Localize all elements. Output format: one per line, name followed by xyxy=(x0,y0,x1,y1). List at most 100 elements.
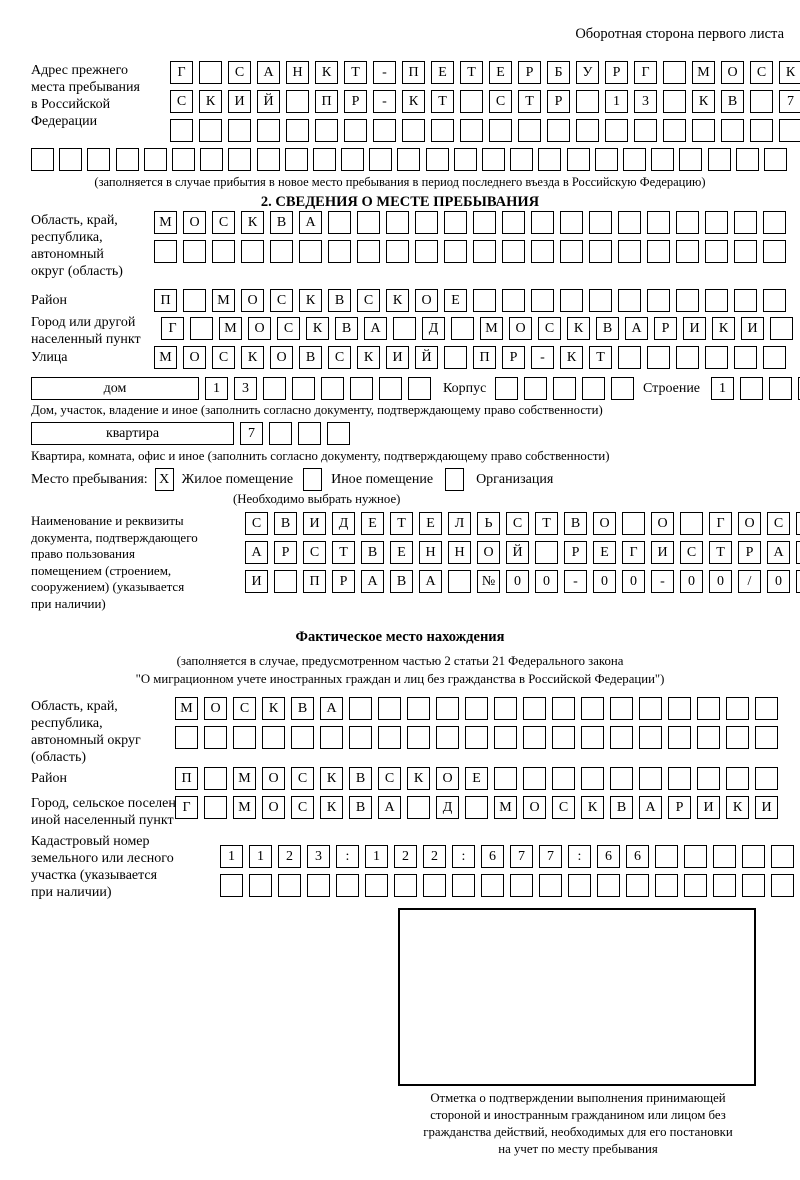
form-cell[interactable]: К xyxy=(241,346,264,369)
form-cell[interactable]: Й xyxy=(506,541,529,564)
form-cell[interactable]: Н xyxy=(448,541,471,564)
form-cell[interactable]: 6 xyxy=(481,845,504,868)
form-cell[interactable]: 0 xyxy=(796,570,800,593)
form-cell[interactable] xyxy=(705,240,728,263)
form-cell[interactable]: Р xyxy=(518,61,541,84)
form-cell[interactable] xyxy=(510,148,534,171)
form-cell[interactable]: В xyxy=(564,512,587,535)
form-cell[interactable] xyxy=(143,148,167,171)
form-cell[interactable] xyxy=(510,874,533,897)
form-cell[interactable] xyxy=(647,346,670,369)
form-cell[interactable]: В xyxy=(361,541,384,564)
form-cell[interactable] xyxy=(212,240,235,263)
form-cell[interactable]: 7 xyxy=(779,90,800,113)
form-cell[interactable] xyxy=(566,148,590,171)
form-cell[interactable]: 2 xyxy=(394,845,417,868)
form-cell[interactable]: С xyxy=(291,796,314,819)
form-cell[interactable] xyxy=(284,148,308,171)
form-cell[interactable]: 0 xyxy=(593,570,616,593)
form-cell[interactable] xyxy=(535,541,558,564)
form-cell[interactable]: С xyxy=(228,61,251,84)
form-cell[interactable]: Е xyxy=(431,61,454,84)
form-cell[interactable] xyxy=(568,874,591,897)
form-cell[interactable] xyxy=(307,874,330,897)
cadastral-row-2[interactable] xyxy=(220,874,800,897)
form-cell[interactable]: К xyxy=(692,90,715,113)
form-cell[interactable] xyxy=(315,119,338,142)
form-cell[interactable]: 0 xyxy=(506,570,529,593)
form-cell[interactable] xyxy=(249,874,272,897)
form-cell[interactable] xyxy=(655,874,678,897)
form-cell[interactable] xyxy=(770,317,793,340)
form-cell[interactable] xyxy=(679,148,703,171)
form-cell[interactable]: К xyxy=(779,61,800,84)
form-cell[interactable]: : xyxy=(568,845,591,868)
form-cell[interactable] xyxy=(286,90,309,113)
form-cell[interactable] xyxy=(386,240,409,263)
form-cell[interactable]: В xyxy=(349,796,372,819)
form-cell[interactable]: С xyxy=(552,796,575,819)
form-cell[interactable] xyxy=(241,240,264,263)
form-cell[interactable]: С xyxy=(357,289,380,312)
form-cell[interactable] xyxy=(465,726,488,749)
form-cell[interactable]: К xyxy=(320,767,343,790)
form-cell[interactable] xyxy=(327,422,350,445)
form-cell[interactable]: К xyxy=(299,289,322,312)
form-cell[interactable] xyxy=(407,726,430,749)
form-cell[interactable]: - xyxy=(373,90,396,113)
form-cell[interactable]: П xyxy=(175,767,198,790)
form-cell[interactable]: П xyxy=(303,570,326,593)
form-cell[interactable]: О xyxy=(593,512,616,535)
form-cell[interactable]: А xyxy=(320,697,343,720)
form-cell[interactable]: Д xyxy=(436,796,459,819)
form-cell[interactable] xyxy=(763,289,786,312)
form-cell[interactable] xyxy=(494,767,517,790)
form-cell[interactable] xyxy=(320,726,343,749)
form-cell[interactable] xyxy=(199,61,222,84)
form-cell[interactable]: Г xyxy=(161,317,184,340)
form-cell[interactable]: П xyxy=(154,289,177,312)
form-cell[interactable] xyxy=(734,240,757,263)
form-cell[interactable] xyxy=(473,289,496,312)
form-cell[interactable] xyxy=(663,90,686,113)
form-cell[interactable]: О xyxy=(415,289,438,312)
form-cell[interactable] xyxy=(452,874,475,897)
form-cell[interactable]: У xyxy=(576,61,599,84)
form-cell[interactable]: А xyxy=(361,570,384,593)
form-cell[interactable]: Р xyxy=(605,61,628,84)
form-cell[interactable]: : xyxy=(452,845,475,868)
form-cell[interactable] xyxy=(618,240,641,263)
form-cell[interactable]: О xyxy=(183,211,206,234)
form-cell[interactable] xyxy=(286,119,309,142)
form-cell[interactable] xyxy=(482,148,505,171)
form-cell[interactable]: В xyxy=(721,90,744,113)
form-cell[interactable] xyxy=(647,240,670,263)
form-cell[interactable] xyxy=(321,377,344,400)
form-cell[interactable] xyxy=(378,697,401,720)
form-cell[interactable] xyxy=(771,845,794,868)
form-cell[interactable]: Й xyxy=(257,90,280,113)
form-cell[interactable] xyxy=(594,148,618,171)
form-cell[interactable] xyxy=(415,240,438,263)
form-cell[interactable] xyxy=(610,726,633,749)
form-cell[interactable] xyxy=(547,119,570,142)
form-cell[interactable] xyxy=(200,148,224,171)
form-cell[interactable]: М xyxy=(233,767,256,790)
form-cell[interactable] xyxy=(769,377,792,400)
form-cell[interactable]: № xyxy=(477,570,500,593)
form-cell[interactable] xyxy=(170,119,193,142)
form-cell[interactable]: О xyxy=(721,61,744,84)
form-cell[interactable] xyxy=(204,726,227,749)
form-cell[interactable]: - xyxy=(373,61,396,84)
form-cell[interactable]: - xyxy=(564,570,587,593)
form-cell[interactable]: Р xyxy=(564,541,587,564)
form-cell[interactable] xyxy=(502,240,525,263)
form-cell[interactable] xyxy=(552,767,575,790)
form-cell[interactable]: И xyxy=(303,512,326,535)
form-cell[interactable] xyxy=(755,767,778,790)
form-cell[interactable] xyxy=(597,874,620,897)
form-cell[interactable] xyxy=(256,148,280,171)
